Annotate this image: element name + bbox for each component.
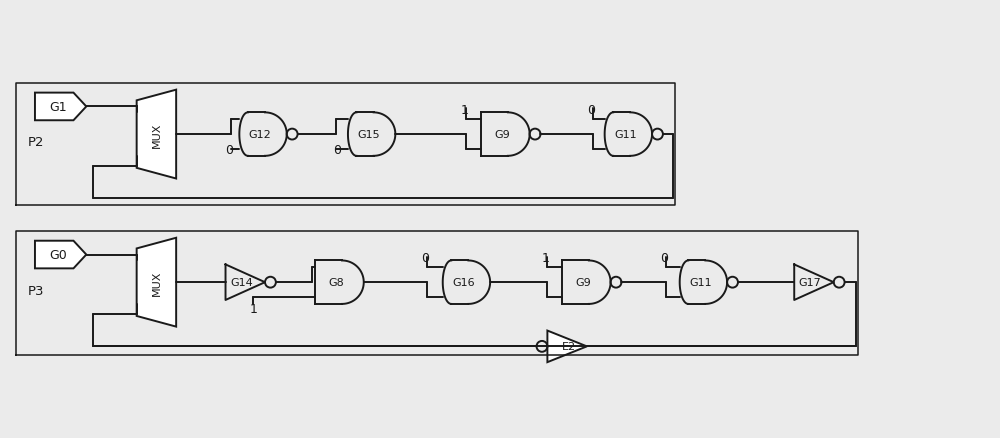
- Text: G1: G1: [49, 101, 67, 114]
- Text: 0: 0: [225, 144, 233, 157]
- Text: G16: G16: [452, 278, 475, 287]
- Text: G11: G11: [689, 278, 712, 287]
- Polygon shape: [137, 238, 176, 327]
- Polygon shape: [137, 90, 176, 179]
- Text: MUX: MUX: [151, 122, 161, 148]
- Text: G9: G9: [495, 130, 510, 140]
- Text: 0: 0: [333, 144, 341, 157]
- Text: G12: G12: [249, 130, 271, 140]
- Text: 0: 0: [587, 104, 595, 117]
- Text: 0: 0: [660, 251, 668, 265]
- Polygon shape: [35, 93, 86, 121]
- Text: G8: G8: [329, 278, 344, 287]
- Text: P2: P2: [28, 136, 45, 149]
- Text: 0: 0: [421, 251, 429, 265]
- Text: 1: 1: [541, 251, 549, 265]
- Text: G15: G15: [357, 130, 380, 140]
- Text: G17: G17: [799, 278, 821, 287]
- Text: G0: G0: [49, 248, 67, 261]
- Text: G14: G14: [230, 278, 253, 287]
- Polygon shape: [547, 331, 587, 362]
- Text: P3: P3: [28, 284, 45, 297]
- Text: MUX: MUX: [151, 270, 161, 295]
- Polygon shape: [35, 241, 86, 269]
- Text: G11: G11: [614, 130, 637, 140]
- Text: 1: 1: [461, 104, 468, 117]
- Text: 1: 1: [249, 303, 257, 316]
- Text: E2: E2: [562, 342, 576, 352]
- Text: G9: G9: [576, 278, 591, 287]
